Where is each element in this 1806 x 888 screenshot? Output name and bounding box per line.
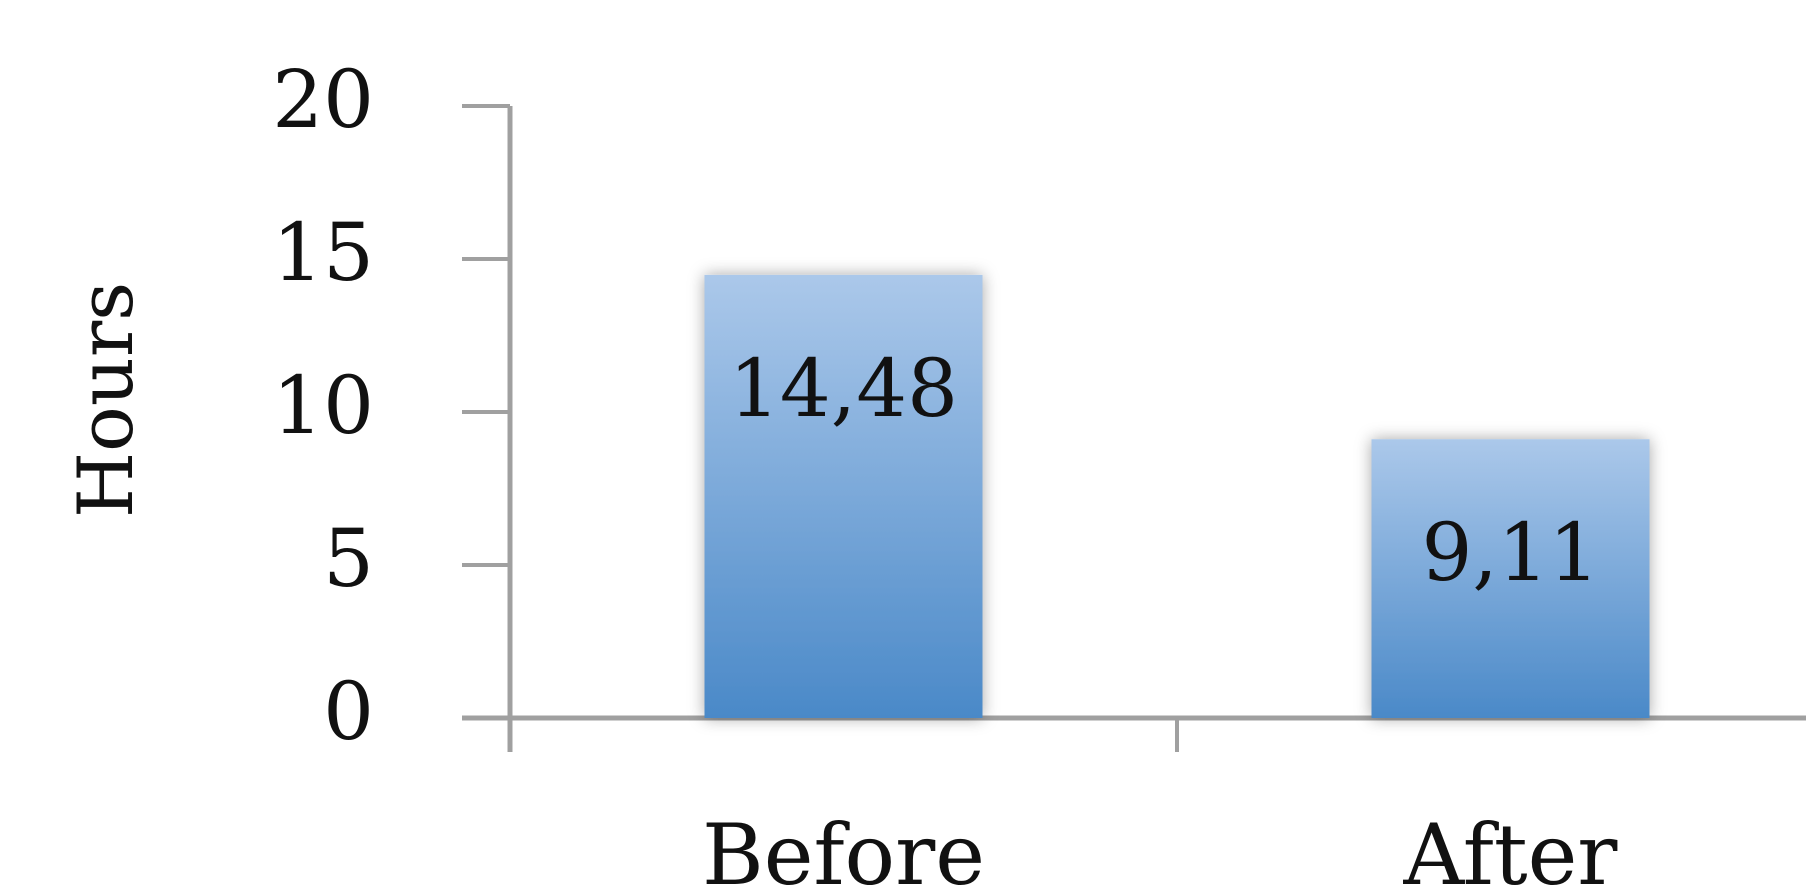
value-label: 9,11: [1421, 506, 1599, 599]
y-tick-label: 15: [272, 206, 374, 299]
y-tick-label: 0: [323, 665, 374, 758]
y-tick-label: 10: [272, 359, 374, 452]
x-tick-label: Before: [702, 806, 985, 888]
bar: [1371, 439, 1650, 718]
value-label: 14,48: [729, 342, 958, 435]
x-tick-label: After: [1403, 806, 1619, 888]
y-axis-label: Hours: [61, 282, 150, 518]
y-tick-label: 20: [272, 53, 374, 146]
y-tick-label: 5: [323, 512, 374, 605]
bar: [704, 274, 983, 718]
